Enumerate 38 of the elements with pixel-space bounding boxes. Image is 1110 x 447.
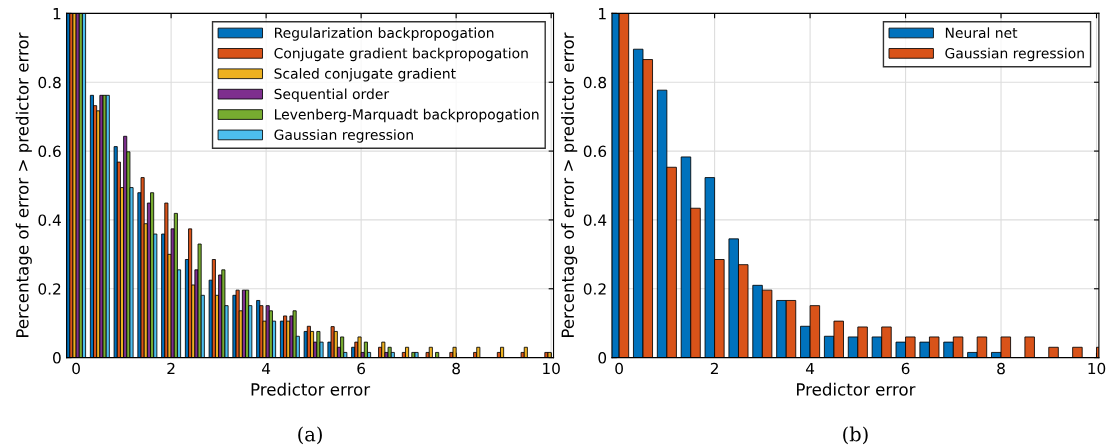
x-tick-label: 4 <box>262 362 271 375</box>
x-tick-label: 2 <box>167 362 175 375</box>
x-tick-label: 0 <box>615 362 623 375</box>
x-tick-label: 6 <box>357 362 366 375</box>
y-tick-label: 0.4 <box>583 214 607 226</box>
y-tick-label: 0.6 <box>583 145 607 158</box>
legend-label: Regularization backpropogation <box>275 27 494 41</box>
y-tick-label: 1 <box>599 8 606 20</box>
text: (a) <box>298 426 322 445</box>
x-tick-label: 8 <box>452 362 460 375</box>
legend-label: Gaussian regression <box>945 47 1084 62</box>
x-tick-label: 10 <box>1088 362 1106 375</box>
y-tick-label: 0 <box>598 352 607 364</box>
y-tick-label: 0.8 <box>38 76 61 89</box>
legend-label: Gaussian regression <box>274 129 413 143</box>
legend-label: Sequential order <box>274 88 390 102</box>
x-tick-label: 0 <box>72 362 80 375</box>
legend-label: Levenberg-Marquadt backpropogation <box>275 108 539 123</box>
x-tick-label: 6 <box>901 362 910 375</box>
y-tick-label: 1 <box>53 8 61 20</box>
y-tick-label: 0.2 <box>38 283 61 295</box>
y-tick-label: 0.6 <box>38 145 61 158</box>
y-tick-label: 0 <box>53 352 61 364</box>
y-axis-title: Percentage of error > predictor error <box>561 32 578 337</box>
x-tick-label: 2 <box>710 362 718 375</box>
legend-label: Conjugate gradient backpropogation <box>274 47 528 62</box>
x-tick-label: 8 <box>997 362 1005 375</box>
y-tick-label: 0.2 <box>583 283 606 295</box>
x-tick-label: 10 <box>543 362 560 375</box>
x-tick-label: 4 <box>805 362 815 375</box>
x-axis-title: Predictor error <box>251 382 371 396</box>
x-axis-title: Predictor error <box>797 382 916 396</box>
legend-label: Scaled conjugate gradient <box>274 68 456 82</box>
text: (b) <box>843 426 868 445</box>
y-tick-label: 0.8 <box>583 76 607 89</box>
y-tick-label: 0.4 <box>38 214 61 226</box>
y-axis-title: Percentage of error > predictor error <box>15 32 32 337</box>
legend-label: Neural net <box>945 27 1018 39</box>
